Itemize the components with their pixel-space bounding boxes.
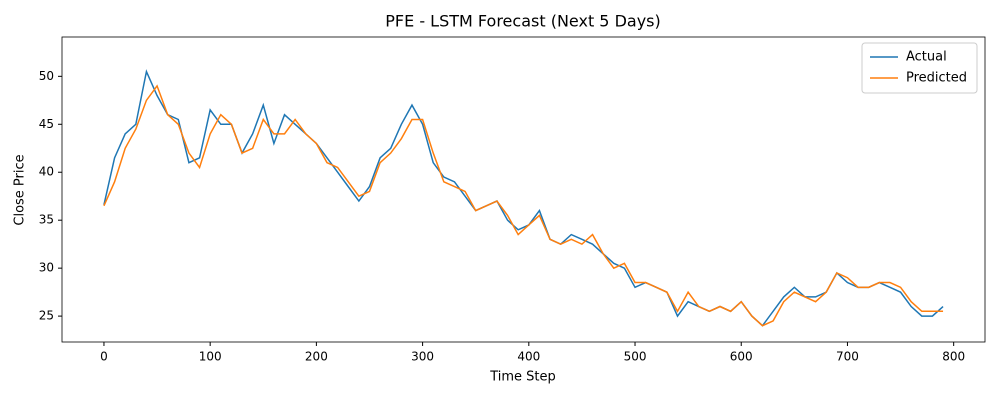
legend-label: Actual bbox=[906, 50, 947, 65]
y-tick-label: 50 bbox=[39, 69, 54, 83]
y-axis-label: Close Price bbox=[13, 154, 28, 225]
x-axis-label: Time Step bbox=[489, 370, 556, 385]
x-tick-label: 300 bbox=[411, 350, 434, 364]
series-line bbox=[103, 84, 944, 327]
x-tick-label: 200 bbox=[305, 350, 328, 364]
x-tick-label: 600 bbox=[730, 350, 753, 364]
x-tick-label: 500 bbox=[624, 350, 647, 364]
x-tick-label: 700 bbox=[836, 350, 859, 364]
y-tick-label: 30 bbox=[39, 261, 54, 275]
y-tick-label: 35 bbox=[39, 213, 54, 227]
chart-title: PFE - LSTM Forecast (Next 5 Days) bbox=[385, 12, 660, 31]
series-line bbox=[103, 69, 944, 327]
legend-box bbox=[861, 42, 978, 94]
y-tick-label: 45 bbox=[39, 117, 54, 131]
legend-label: Predicted bbox=[906, 71, 967, 86]
x-tick-label: 800 bbox=[942, 350, 965, 364]
x-tick-label: 0 bbox=[100, 350, 108, 364]
plot-frame bbox=[61, 36, 986, 343]
x-tick-label: 100 bbox=[199, 350, 222, 364]
x-tick-label: 400 bbox=[517, 350, 540, 364]
y-tick-label: 40 bbox=[39, 165, 54, 179]
y-tick-label: 25 bbox=[39, 309, 54, 323]
